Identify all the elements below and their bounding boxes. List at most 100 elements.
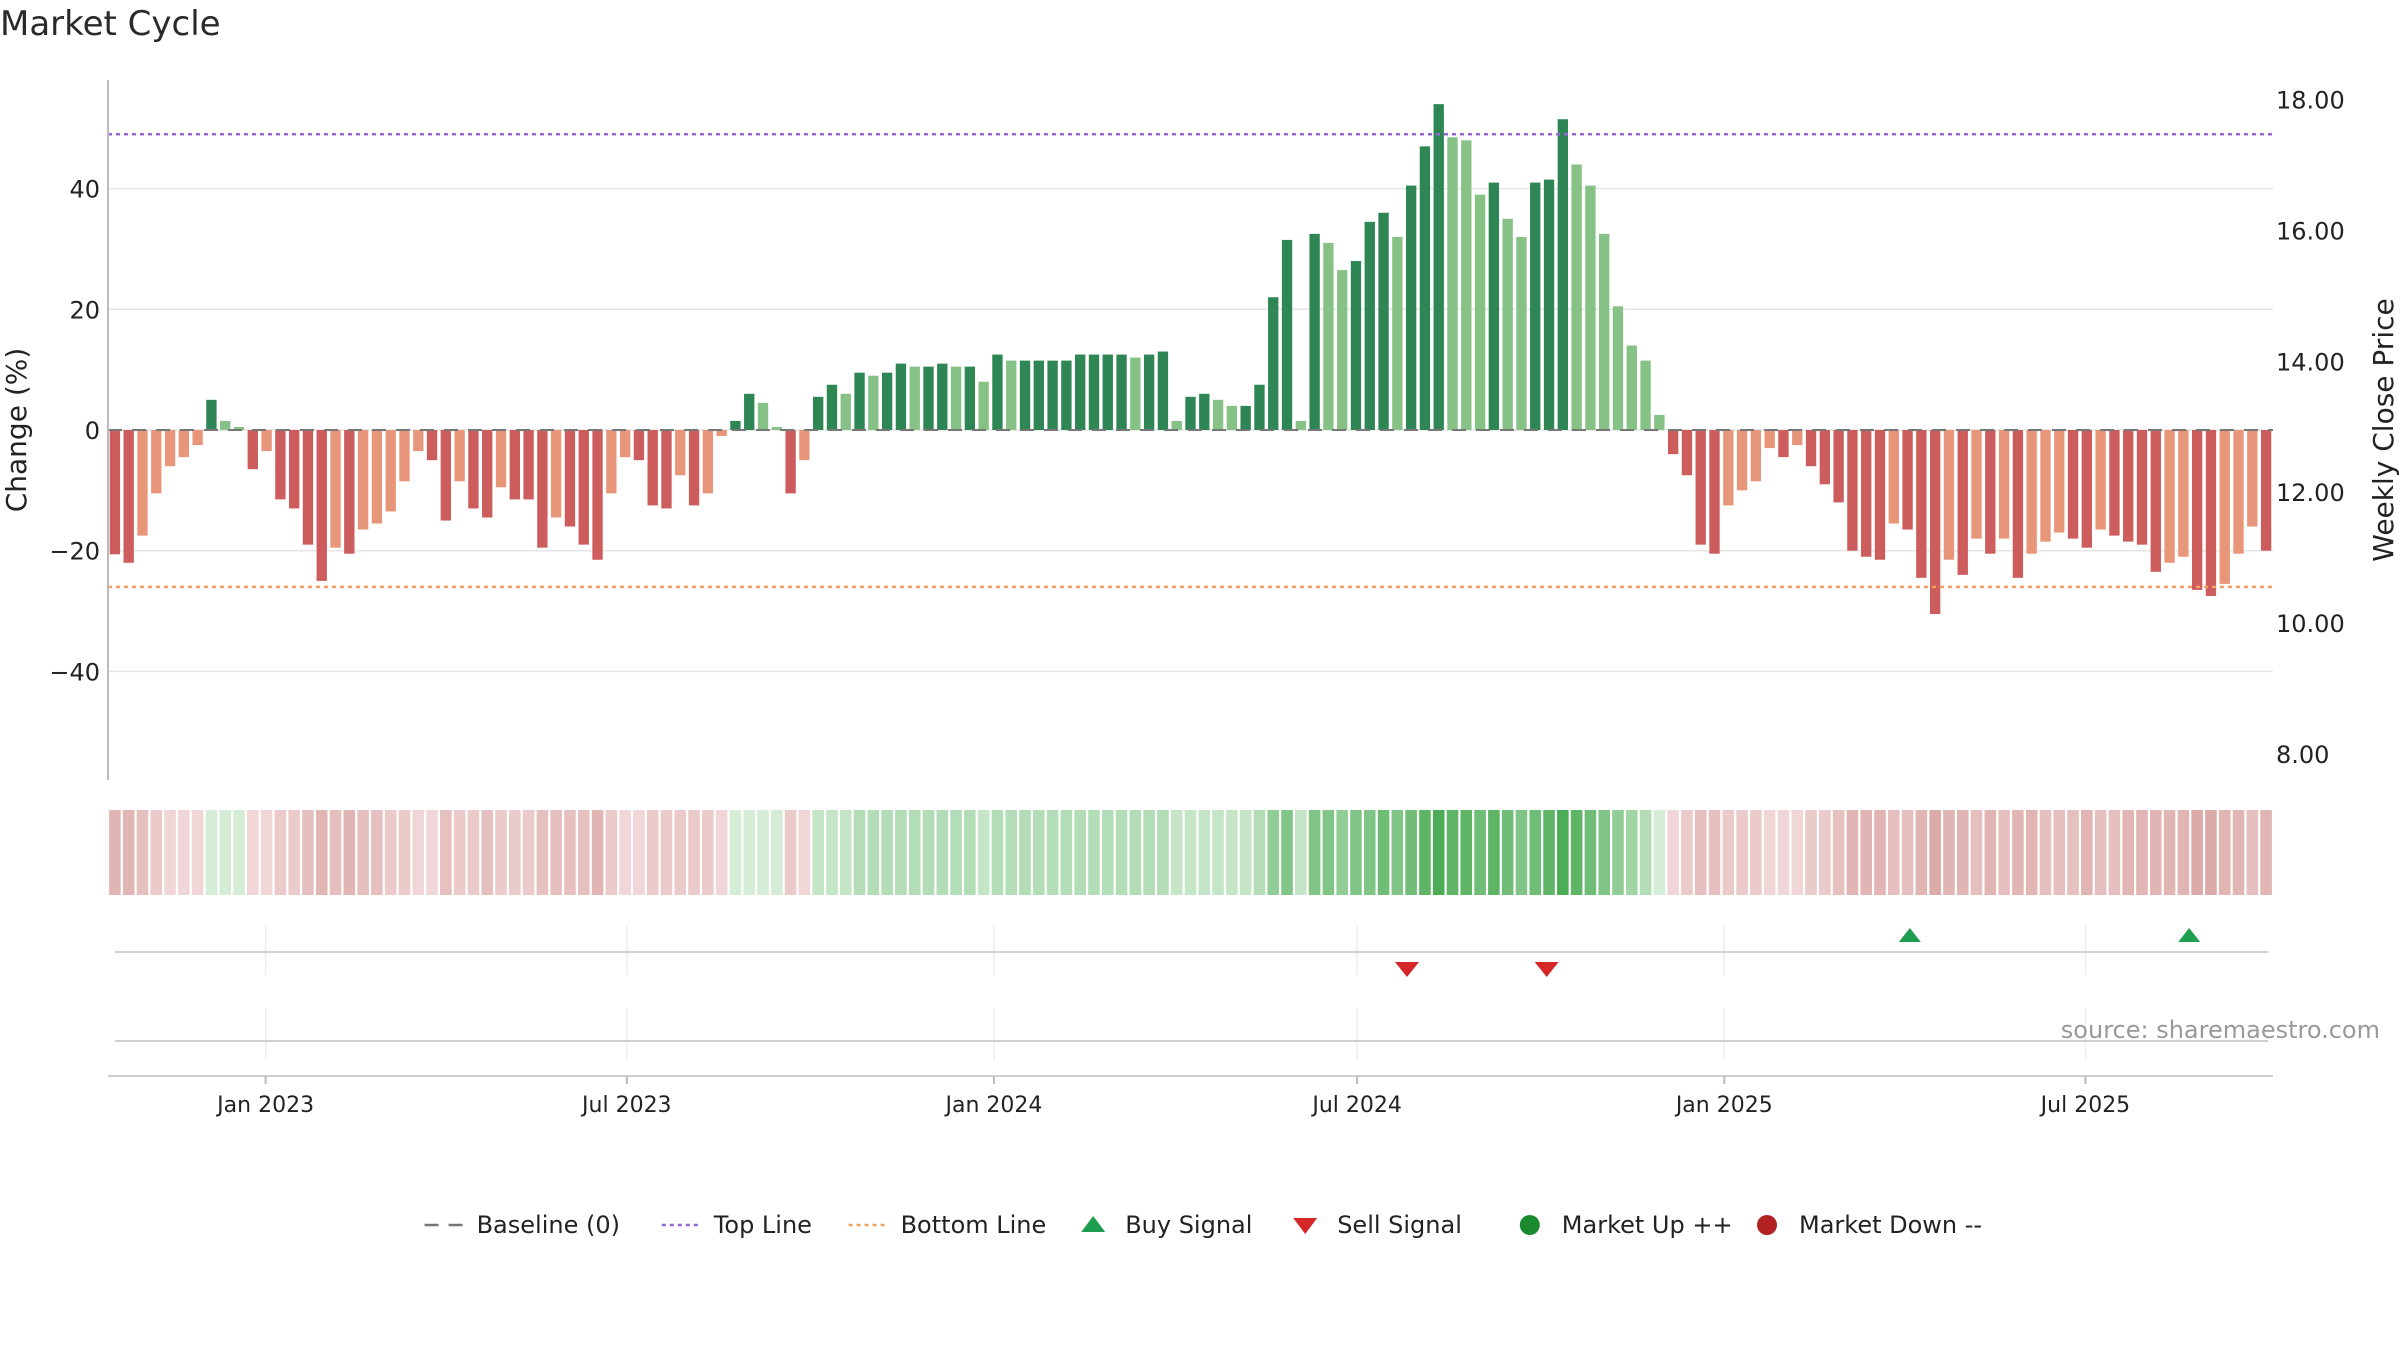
change-bar — [1571, 164, 1582, 430]
heatmap-cell — [1267, 810, 1280, 895]
change-bar — [1929, 430, 1941, 615]
change-bar — [716, 430, 727, 437]
change-bar — [330, 430, 341, 548]
heatmap-cell — [1308, 810, 1321, 895]
change-bar — [178, 430, 190, 458]
change-bar — [2095, 430, 2106, 530]
heatmap-cell — [536, 810, 549, 895]
change-bar — [1309, 233, 1320, 430]
y-right-tick-label: 8.00 — [2276, 741, 2329, 769]
heatmap-cell — [633, 810, 645, 895]
heatmap-cell — [1046, 810, 1059, 895]
change-bar — [978, 381, 989, 430]
heatmap-cell — [1722, 810, 1735, 895]
change-bar — [550, 430, 562, 518]
change-bar — [1130, 357, 1141, 430]
legend-label: Buy Signal — [1125, 1211, 1252, 1239]
change-bar — [1626, 345, 1637, 430]
change-bar — [2178, 430, 2189, 557]
heatmap-cell — [2122, 810, 2134, 895]
change-bar — [1240, 405, 1251, 430]
change-bar — [137, 430, 148, 536]
y-axis-right-label: Weekly Close Price — [2367, 298, 2400, 561]
heatmap-cell — [1336, 810, 1348, 895]
change-bar — [2233, 430, 2244, 554]
heatmap-cell — [1763, 810, 1776, 895]
legend-label: Market Down -- — [1799, 1211, 1982, 1239]
heatmap-cell — [1543, 810, 1555, 895]
legend-label: Bottom Line — [901, 1211, 1047, 1239]
heatmap-cell — [2260, 810, 2272, 895]
x-tick-label: Jul 2024 — [1310, 1093, 1402, 1118]
change-bar — [1033, 360, 1044, 430]
heatmap-cell — [1060, 810, 1073, 895]
heatmap-cell — [2039, 810, 2052, 895]
heatmap-cell — [1350, 810, 1362, 895]
change-bar — [2081, 430, 2093, 548]
change-bar — [2136, 430, 2148, 545]
change-bar — [1805, 430, 1817, 467]
change-bar — [1943, 430, 1955, 560]
heatmap-cell — [1570, 810, 1583, 895]
heatmap-cell — [219, 810, 232, 895]
y-left-tick-label: 20 — [69, 296, 100, 324]
heatmap-cell — [1557, 810, 1569, 895]
heatmap-cell — [288, 810, 300, 895]
heatmap-cell — [1488, 810, 1500, 895]
heatmap-cell — [2136, 810, 2148, 895]
heatmap-cell — [1212, 810, 1224, 895]
heatmap-cell — [1322, 810, 1335, 895]
heatmap-cell — [1984, 810, 1997, 895]
x-tick-label: Jan 2023 — [215, 1093, 314, 1118]
heatmap-cell — [495, 810, 507, 895]
heatmap-cell — [1970, 810, 1983, 895]
heatmap-cell — [1625, 810, 1638, 895]
heatmap-cell — [564, 810, 576, 895]
heatmap-cell — [2108, 810, 2121, 895]
heatmap-cell — [1377, 810, 1390, 895]
change-bar — [1488, 182, 1500, 430]
change-bar — [826, 384, 838, 430]
y-left-tick-label: −40 — [49, 658, 100, 686]
change-bar — [1902, 430, 1913, 530]
change-bar — [1075, 354, 1086, 430]
heatmap-cell — [771, 810, 783, 895]
change-bar — [2054, 430, 2065, 533]
change-bar — [785, 430, 796, 494]
x-tick-label: Jan 2024 — [944, 1093, 1043, 1118]
change-bar — [2164, 430, 2175, 563]
heatmap-cell — [2218, 810, 2231, 895]
heatmap-cell — [315, 810, 328, 895]
heatmap-cell — [1584, 810, 1597, 895]
change-bar — [468, 430, 479, 509]
change-bar — [2205, 430, 2217, 596]
change-bar — [675, 430, 686, 476]
heatmap-cell — [274, 810, 287, 895]
heatmap-cell — [1143, 810, 1155, 895]
change-bar — [1985, 430, 1996, 554]
heatmap-cell — [329, 810, 342, 895]
change-bar — [964, 366, 976, 430]
buy-signal-marker — [2178, 928, 2201, 942]
heatmap-cell — [826, 810, 838, 895]
heatmap-cell — [1736, 810, 1748, 895]
heatmap-cell — [2149, 810, 2162, 895]
heatmap-cell — [109, 810, 121, 895]
change-bar — [1764, 430, 1775, 449]
heatmap-cell — [1088, 810, 1100, 895]
change-bar — [1474, 194, 1486, 430]
heatmap-cell — [1474, 810, 1486, 895]
sell-signal-marker — [1534, 962, 1559, 977]
change-bar — [1047, 360, 1058, 430]
heatmap-cell — [1819, 810, 1831, 895]
change-bar — [399, 430, 410, 482]
change-bar — [730, 420, 741, 430]
heatmap-cell — [1612, 810, 1624, 895]
change-bar — [1874, 430, 1886, 560]
heatmap-cell — [1363, 810, 1376, 895]
change-bar — [302, 430, 314, 545]
heatmap-cell — [343, 810, 356, 895]
heatmap-cell — [191, 810, 204, 895]
heatmap-cell — [2205, 810, 2217, 895]
